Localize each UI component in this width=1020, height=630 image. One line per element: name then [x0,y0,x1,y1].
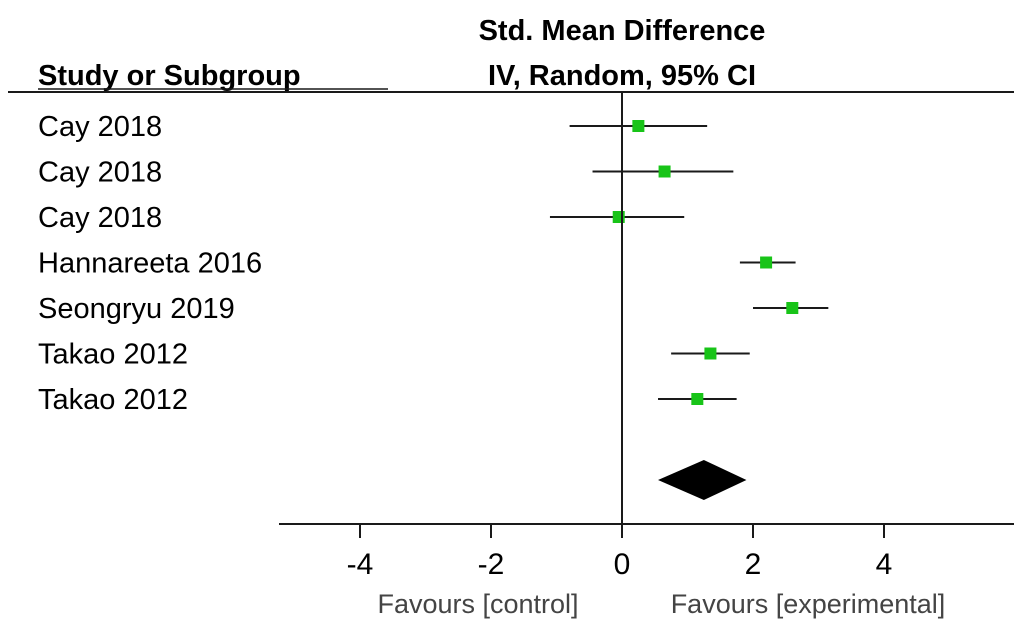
study-label: Seongryu 2019 [38,293,235,325]
study-rows: Cay 2018 Cay 2018 Cay 2018 Hannareeta 2016 S… [38,111,262,416]
study-label: Cay 2018 [38,157,162,189]
x-tick-label: 2 [745,548,762,581]
pooled-effect-diamond [658,460,747,500]
study-label: Hannareeta 2016 [38,248,262,280]
point-estimate [658,165,671,178]
x-tick-label: -2 [478,548,505,581]
point-estimate [760,256,773,269]
favours-experimental-label: Favours [experimental] [671,589,946,619]
study-marks [549,120,829,405]
study-label: Cay 2018 [38,111,162,143]
point-estimate [691,393,704,405]
point-estimate [786,302,799,314]
method-subtitle: IV, Random, 95% CI [488,60,756,92]
study-label: Takao 2012 [38,384,188,416]
x-tick-label: -4 [347,548,374,581]
point-estimate [704,347,717,360]
x-tick-label: 0 [614,548,631,581]
study-label: Cay 2018 [38,202,162,234]
x-tick-label: 4 [876,548,893,581]
point-estimate [632,120,645,132]
effect-measure-title: Std. Mean Difference [479,15,766,47]
favours-control-label: Favours [control] [377,589,578,619]
x-axis-ticks: -4 -2 0 2 4 [347,524,893,581]
study-column-header: Study or Subgroup [38,60,301,92]
study-label: Takao 2012 [38,339,188,371]
